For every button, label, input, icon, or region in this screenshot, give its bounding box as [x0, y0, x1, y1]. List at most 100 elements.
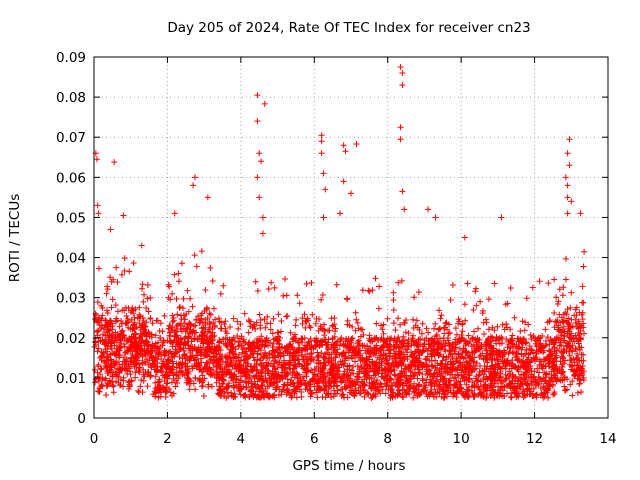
roti-point	[561, 376, 568, 383]
roti-point	[212, 348, 219, 355]
roti-point	[415, 349, 422, 356]
roti-point	[557, 377, 564, 384]
roti-point	[481, 330, 488, 337]
roti-point	[170, 390, 177, 397]
roti-point	[345, 375, 352, 382]
roti-point	[439, 373, 446, 380]
roti-point	[413, 357, 420, 364]
roti-point	[413, 317, 420, 324]
roti-point	[550, 341, 557, 348]
roti-point	[142, 351, 149, 358]
roti-point	[165, 294, 172, 301]
roti-point	[120, 377, 127, 384]
roti-point	[390, 379, 397, 386]
roti-point	[483, 385, 490, 392]
roti-point	[166, 332, 173, 339]
roti-point	[558, 329, 565, 336]
roti-point	[192, 356, 199, 363]
x-tick-label: 14	[599, 431, 616, 447]
roti-point	[249, 368, 256, 375]
roti-point	[401, 319, 408, 326]
roti-point	[278, 345, 285, 352]
roti-point	[121, 358, 128, 365]
roti-point	[211, 332, 218, 339]
roti-point	[474, 335, 481, 342]
roti-point	[264, 313, 271, 320]
roti-point	[466, 375, 473, 382]
roti-point	[399, 357, 406, 364]
roti-point	[554, 370, 561, 377]
roti-point	[297, 378, 304, 385]
roti-point	[298, 336, 305, 343]
roti-point	[233, 376, 240, 383]
roti-point	[104, 350, 111, 357]
roti-point	[215, 363, 222, 370]
roti-point	[413, 341, 420, 348]
roti-point	[252, 278, 259, 285]
roti-point	[94, 348, 101, 355]
roti-point	[455, 364, 462, 371]
roti-point	[569, 348, 576, 355]
y-tick-label: 0.06	[56, 170, 86, 186]
y-tick-label: 0	[77, 411, 86, 427]
roti-point	[301, 311, 308, 318]
roti-point	[568, 198, 575, 205]
roti-point	[491, 327, 498, 334]
roti-point	[314, 349, 321, 356]
roti-point	[463, 348, 470, 355]
roti-point	[380, 330, 387, 337]
roti-point	[437, 315, 444, 322]
roti-point	[350, 349, 357, 356]
roti-point	[457, 384, 464, 391]
roti-point	[130, 259, 137, 266]
roti-point	[564, 306, 571, 313]
roti-point	[453, 355, 460, 362]
roti-point	[254, 287, 261, 294]
roti-point	[568, 316, 575, 323]
roti-point	[258, 360, 265, 367]
roti-point	[262, 349, 269, 356]
roti-point	[309, 369, 316, 376]
roti-point	[137, 383, 144, 390]
roti-point	[565, 343, 572, 350]
roti-point	[220, 282, 227, 289]
roti-point	[114, 279, 121, 286]
roti-point	[577, 210, 584, 217]
roti-point	[162, 364, 169, 371]
roti-point	[126, 268, 133, 275]
roti-point	[375, 366, 382, 373]
roti-point	[463, 381, 470, 388]
roti-point	[152, 340, 159, 347]
roti-point	[185, 308, 192, 315]
roti-point	[497, 373, 504, 380]
roti-point	[176, 278, 183, 285]
roti-point	[200, 392, 207, 399]
roti-point	[566, 162, 573, 169]
roti-point	[178, 260, 185, 267]
roti-point	[304, 356, 311, 363]
roti-point	[125, 385, 132, 392]
roti-point	[413, 382, 420, 389]
roti-point	[578, 388, 585, 395]
roti-point	[541, 384, 548, 391]
roti-point	[105, 327, 112, 334]
roti-point	[382, 367, 389, 374]
y-tick-label: 0.08	[56, 90, 86, 106]
roti-point	[465, 332, 472, 339]
roti-point	[323, 382, 330, 389]
roti-point	[274, 337, 281, 344]
roti-point	[244, 374, 251, 381]
roti-point	[257, 385, 264, 392]
roti-point	[307, 381, 314, 388]
roti-point	[108, 278, 115, 285]
roti-point	[289, 336, 296, 343]
roti-point	[525, 385, 532, 392]
roti-point	[574, 362, 581, 369]
roti-point	[490, 384, 497, 391]
roti-point	[444, 335, 451, 342]
roti-point	[517, 381, 524, 388]
roti-point	[118, 318, 125, 325]
roti-point	[164, 375, 171, 382]
roti-point	[262, 364, 269, 371]
roti-point	[131, 330, 138, 337]
